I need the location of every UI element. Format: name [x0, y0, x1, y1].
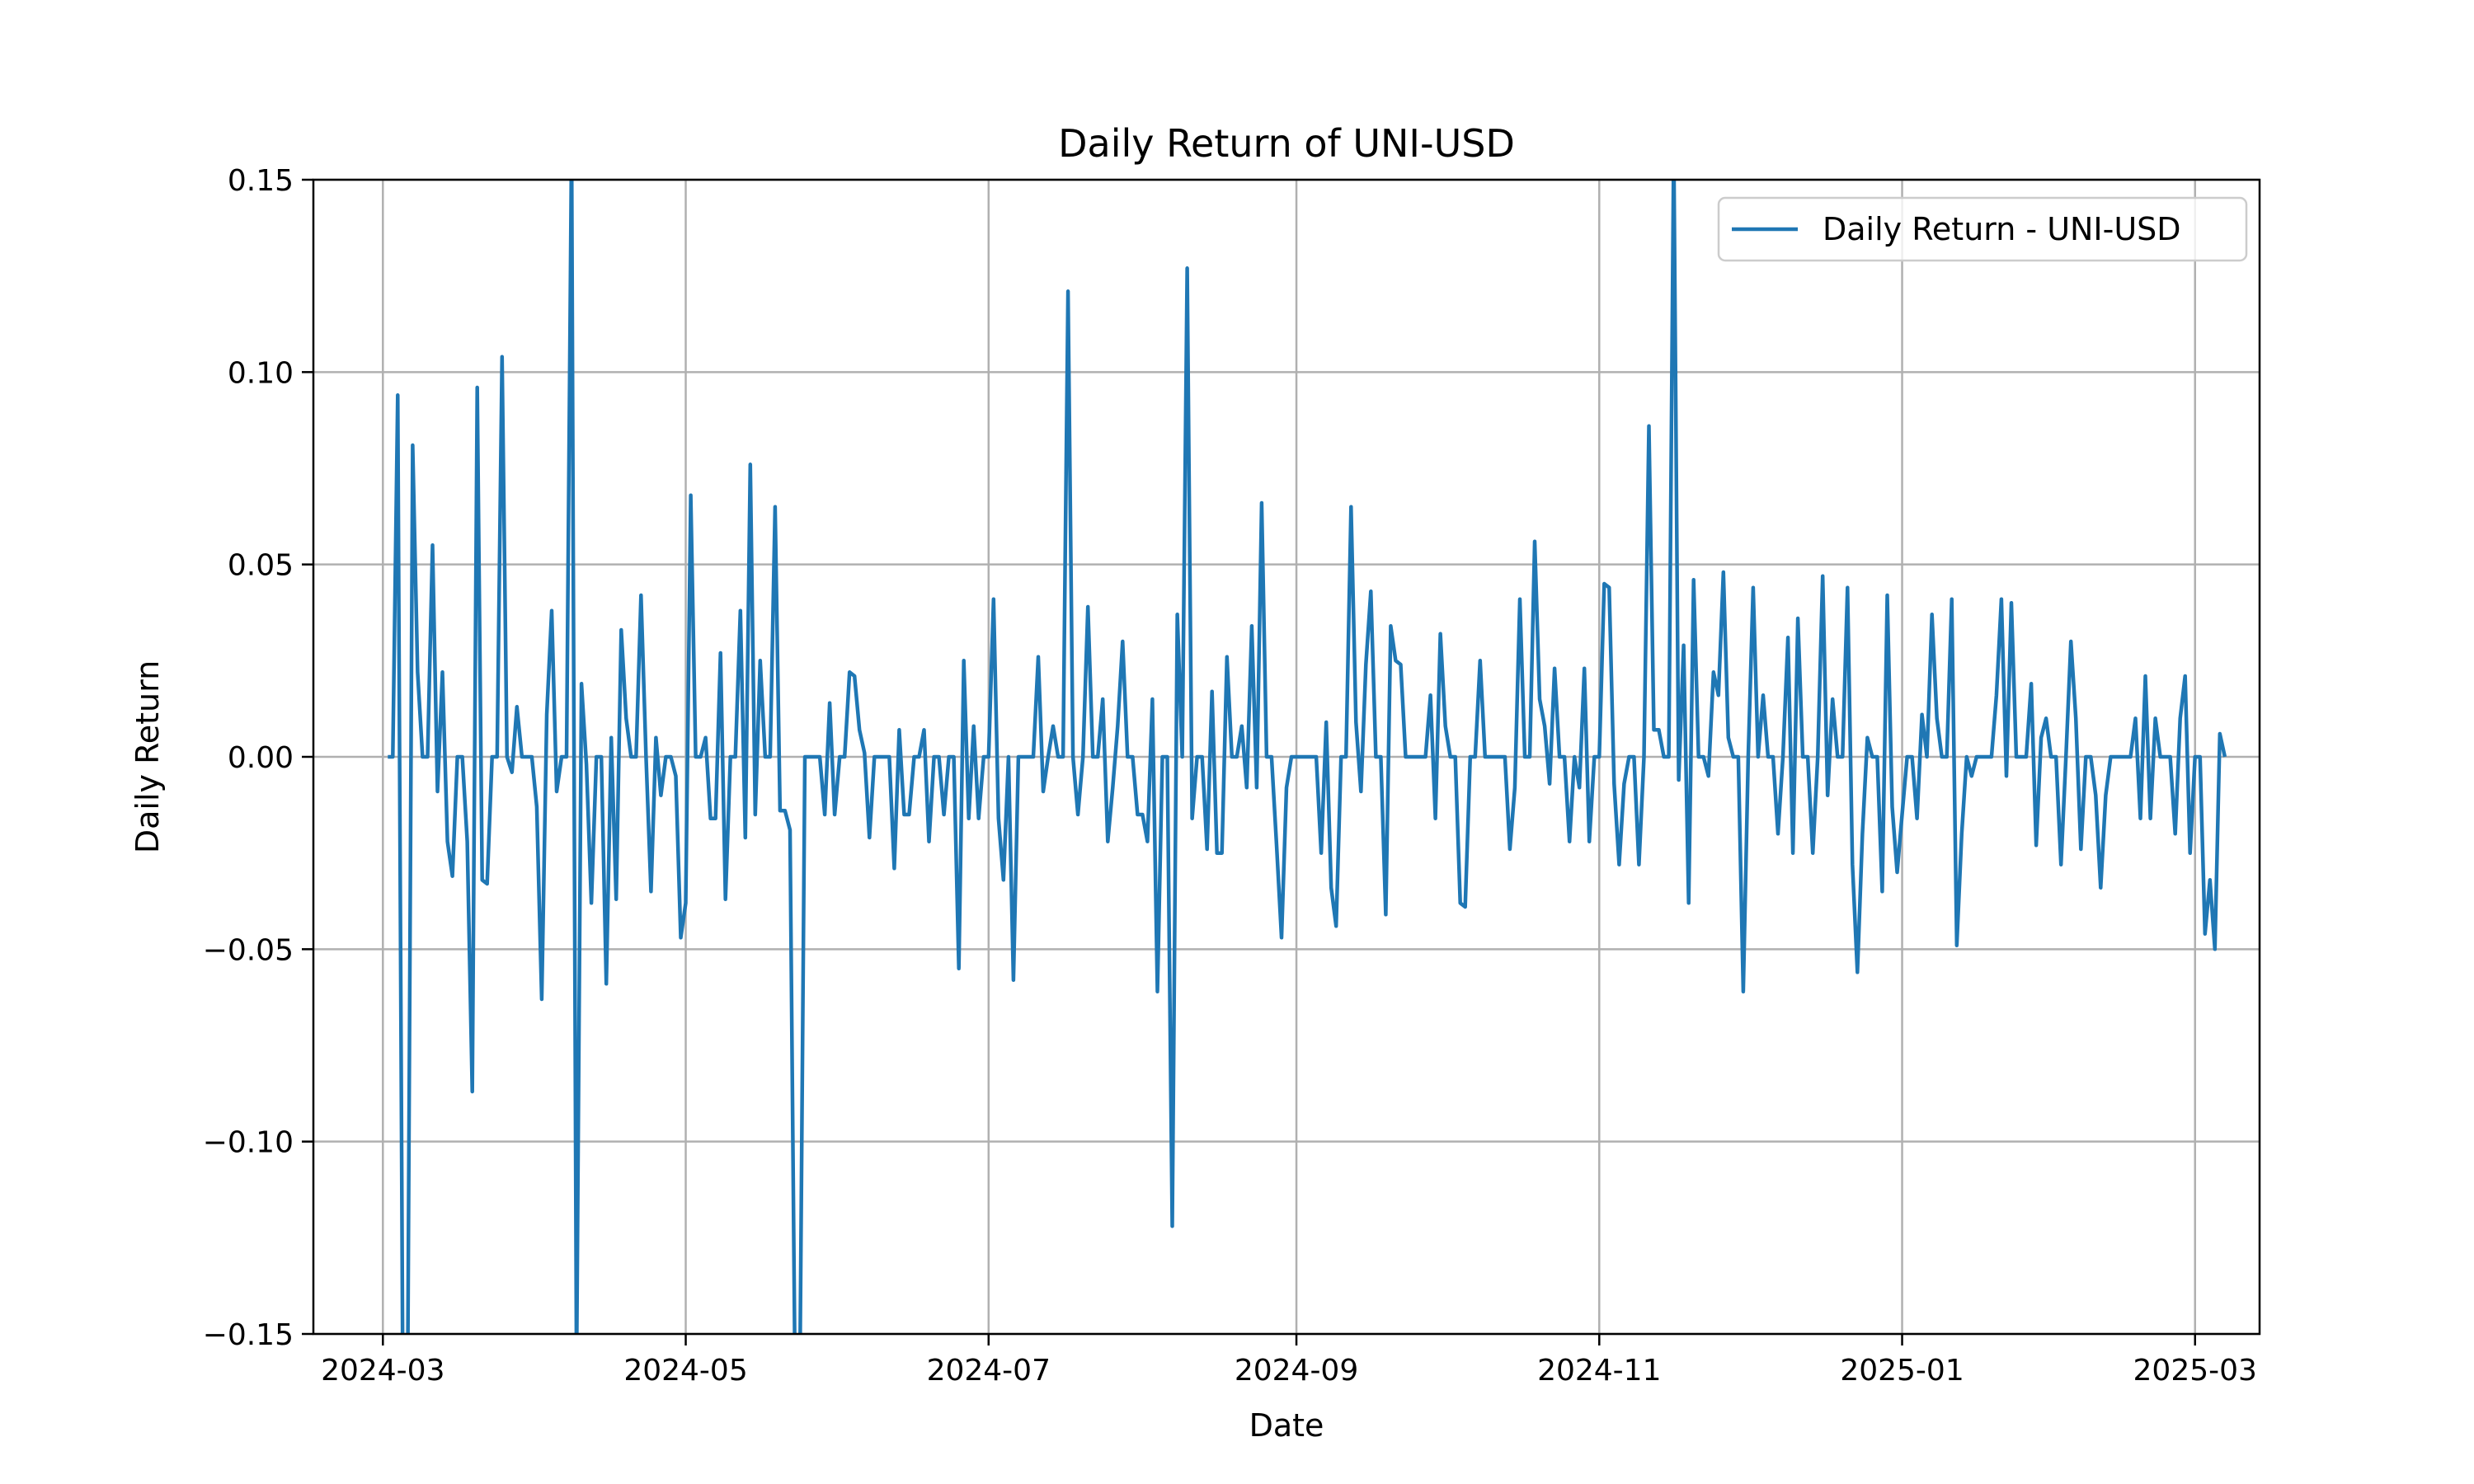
y-tick-label: −0.05	[203, 933, 294, 967]
y-tick-label: 0.15	[228, 164, 294, 198]
y-axis-label: Daily Return	[129, 660, 166, 853]
y-axis-ticks: −0.15 −0.10 −0.05 0.00 0.05 0.10 0.15	[203, 164, 313, 1352]
x-tick-label: 2024-11	[1537, 1354, 1661, 1388]
x-tick-label: 2024-05	[623, 1354, 747, 1388]
x-tick-label: 2025-01	[1840, 1354, 1964, 1388]
x-tick-label: 2025-03	[2133, 1354, 2257, 1388]
series-line-uni-usd	[388, 180, 2227, 1334]
x-tick-label: 2024-03	[321, 1354, 444, 1388]
y-tick-label: 0.05	[228, 549, 294, 583]
y-tick-label: −0.15	[203, 1318, 294, 1352]
chart-title: Daily Return of UNI-USD	[1058, 121, 1515, 166]
x-axis-ticks: 2024-03 2024-05 2024-07 2024-09 2024-11 2025-…	[321, 1334, 2257, 1388]
y-tick-label: −0.10	[203, 1126, 294, 1160]
x-tick-label: 2024-07	[927, 1354, 1051, 1388]
x-tick-label: 2024-09	[1235, 1354, 1358, 1388]
legend-box	[1717, 196, 2248, 262]
legend: Daily Return - UNI-USD	[1717, 196, 2248, 262]
y-tick-label: 0.10	[228, 356, 294, 390]
legend-label: Daily Return - UNI-USD	[1823, 211, 2181, 247]
y-tick-label: 0.00	[228, 741, 294, 775]
x-axis-label: Date	[1249, 1407, 1324, 1444]
